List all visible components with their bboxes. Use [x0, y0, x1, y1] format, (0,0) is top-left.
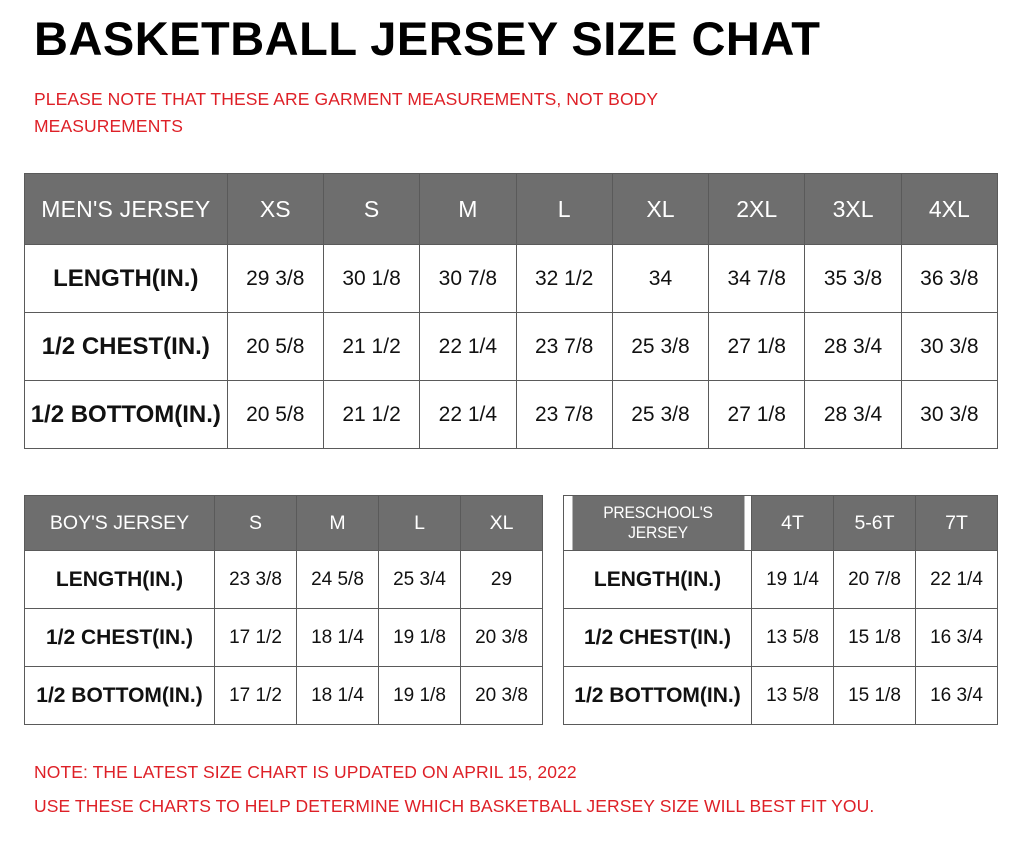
cell-pre-chest-7t: 16 3/4 [915, 608, 998, 667]
cell-boys-chest-s: 17 1/2 [214, 608, 297, 667]
table-row: 1/2 BOTTOM(IN.) 20 5/8 21 1/2 22 1/4 23 … [24, 380, 999, 449]
column-header-xl: XL [611, 173, 710, 245]
cell-length-l: 32 1/2 [515, 244, 613, 313]
column-header-4t: 4T [751, 495, 834, 551]
cell-boys-length-l: 25 3/4 [378, 550, 461, 609]
column-header-boys-l: L [378, 495, 461, 551]
table-row: LENGTH(IN.) 29 3/8 30 1/8 30 7/8 32 1/2 … [24, 244, 999, 313]
cell-bottom-2xl: 27 1/8 [708, 380, 806, 449]
column-header-7t: 7T [915, 495, 998, 551]
table-header-row: BOY'S JERSEY S M L XL [24, 495, 543, 551]
table-row: 1/2 BOTTOM(IN.) 17 1/2 18 1/4 19 1/8 20 … [24, 666, 543, 725]
cell-boys-bottom-s: 17 1/2 [214, 666, 297, 725]
table-row: 1/2 CHEST(IN.) 17 1/2 18 1/4 19 1/8 20 3… [24, 608, 543, 667]
cell-bottom-l: 23 7/8 [515, 380, 613, 449]
cell-boys-length-m: 24 5/8 [296, 550, 379, 609]
table-header-row: PRESCHOOL'S JERSEY 4T 5-6T 7T [564, 495, 998, 551]
row-label-half-bottom: 1/2 BOTTOM(IN.) [24, 666, 215, 725]
cell-length-4xl: 36 3/8 [900, 244, 999, 313]
cell-pre-length-7t: 22 1/4 [915, 550, 998, 609]
row-label-half-bottom: 1/2 BOTTOM(IN.) [563, 666, 752, 725]
column-header-boys-s: S [214, 495, 297, 551]
cell-boys-length-xl: 29 [460, 550, 543, 609]
cell-bottom-s: 21 1/2 [322, 380, 421, 449]
row-label-length: LENGTH(IN.) [24, 244, 228, 313]
cell-length-2xl: 34 7/8 [708, 244, 806, 313]
cell-bottom-xl: 25 3/8 [611, 380, 710, 449]
cell-length-m: 30 7/8 [419, 244, 517, 313]
cell-bottom-3xl: 28 3/4 [804, 380, 902, 449]
cell-chest-l: 23 7/8 [515, 312, 613, 381]
table-row: LENGTH(IN.) 23 3/8 24 5/8 25 3/4 29 [24, 550, 543, 609]
cell-length-xl: 34 [611, 244, 710, 313]
column-header-boys-m: M [296, 495, 379, 551]
cell-pre-bottom-7t: 16 3/4 [915, 666, 998, 725]
cell-pre-length-5-6t: 20 7/8 [833, 550, 916, 609]
cell-bottom-xs: 20 5/8 [226, 380, 324, 449]
footer-note-updated: NOTE: THE LATEST SIZE CHART IS UPDATED O… [34, 762, 577, 782]
cell-chest-s: 21 1/2 [322, 312, 421, 381]
table-header-row: MEN'S JERSEY XS S M L XL 2XL 3XL 4XL [24, 173, 999, 245]
table-row: 1/2 CHEST(IN.) 20 5/8 21 1/2 22 1/4 23 7… [24, 312, 999, 381]
cell-chest-m: 22 1/4 [419, 312, 517, 381]
cell-boys-chest-m: 18 1/4 [296, 608, 379, 667]
column-header-s: S [322, 173, 421, 245]
column-header-5-6t: 5-6T [833, 495, 916, 551]
cell-bottom-4xl: 30 3/8 [900, 380, 999, 449]
cell-length-3xl: 35 3/8 [804, 244, 902, 313]
column-header-2xl: 2XL [708, 173, 806, 245]
table-row: LENGTH(IN.) 19 1/4 20 7/8 22 1/4 [563, 550, 998, 609]
row-label-half-chest: 1/2 CHEST(IN.) [563, 608, 752, 667]
cell-pre-bottom-5-6t: 15 1/8 [833, 666, 916, 725]
garment-measurement-note: PLEASE NOTE THAT THESE ARE GARMENT MEASU… [34, 89, 658, 136]
column-header-3xl: 3XL [804, 173, 902, 245]
cell-bottom-m: 22 1/4 [419, 380, 517, 449]
column-header-boys-jersey: BOY'S JERSEY [24, 495, 215, 551]
cell-pre-chest-4t: 13 5/8 [751, 608, 834, 667]
column-header-preschool-jersey: PRESCHOOL'S JERSEY [570, 495, 745, 551]
cell-boys-bottom-m: 18 1/4 [296, 666, 379, 725]
cell-chest-4xl: 30 3/8 [900, 312, 999, 381]
preschool-jersey-size-table: PRESCHOOL'S JERSEY 4T 5-6T 7T LENGTH(IN.… [563, 495, 998, 725]
cell-boys-bottom-xl: 20 3/8 [460, 666, 543, 725]
cell-pre-chest-5-6t: 15 1/8 [833, 608, 916, 667]
row-label-length: LENGTH(IN.) [24, 550, 215, 609]
cell-length-s: 30 1/8 [322, 244, 421, 313]
cell-boys-bottom-l: 19 1/8 [378, 666, 461, 725]
row-label-half-bottom: 1/2 BOTTOM(IN.) [24, 380, 228, 449]
column-header-mens-jersey: MEN'S JERSEY [24, 173, 228, 245]
mens-jersey-size-table: MEN'S JERSEY XS S M L XL 2XL 3XL 4XL LEN… [24, 173, 999, 449]
cell-pre-length-4t: 19 1/4 [751, 550, 834, 609]
row-label-half-chest: 1/2 CHEST(IN.) [24, 608, 215, 667]
cell-chest-xl: 25 3/8 [611, 312, 710, 381]
table-row: 1/2 BOTTOM(IN.) 13 5/8 15 1/8 16 3/4 [563, 666, 998, 725]
column-header-l: L [515, 173, 613, 245]
table-row: 1/2 CHEST(IN.) 13 5/8 15 1/8 16 3/4 [563, 608, 998, 667]
column-header-4xl: 4XL [900, 173, 999, 245]
cell-pre-bottom-4t: 13 5/8 [751, 666, 834, 725]
column-header-boys-xl: XL [460, 495, 543, 551]
cell-chest-3xl: 28 3/4 [804, 312, 902, 381]
cell-boys-chest-l: 19 1/8 [378, 608, 461, 667]
row-label-length: LENGTH(IN.) [563, 550, 752, 609]
cell-chest-xs: 20 5/8 [226, 312, 324, 381]
cell-boys-length-s: 23 3/8 [214, 550, 297, 609]
cell-chest-2xl: 27 1/8 [708, 312, 806, 381]
footer-notes: NOTE: THE LATEST SIZE CHART IS UPDATED O… [34, 755, 984, 823]
column-header-m: M [419, 173, 517, 245]
page-title: BASKETBALL JERSEY SIZE CHAT [34, 12, 821, 65]
footer-note-usage: USE THESE CHARTS TO HELP DETERMINE WHICH… [34, 796, 875, 816]
column-header-xs: XS [226, 173, 324, 245]
cell-length-xs: 29 3/8 [226, 244, 324, 313]
cell-boys-chest-xl: 20 3/8 [460, 608, 543, 667]
row-label-half-chest: 1/2 CHEST(IN.) [24, 312, 228, 381]
boys-jersey-size-table: BOY'S JERSEY S M L XL LENGTH(IN.) 23 3/8… [24, 495, 543, 725]
